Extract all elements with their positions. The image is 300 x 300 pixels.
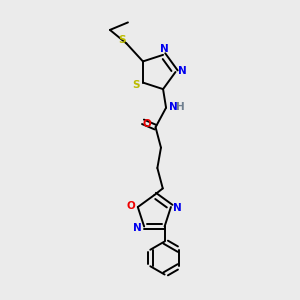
Text: O: O bbox=[142, 118, 151, 129]
Text: N: N bbox=[160, 44, 169, 55]
Text: N: N bbox=[133, 223, 142, 233]
Text: S: S bbox=[118, 35, 125, 45]
Text: S: S bbox=[133, 80, 140, 90]
Text: N: N bbox=[169, 102, 178, 112]
Text: O: O bbox=[127, 200, 136, 211]
Text: H: H bbox=[176, 102, 185, 112]
Text: N: N bbox=[173, 202, 182, 213]
Text: N: N bbox=[178, 66, 187, 76]
